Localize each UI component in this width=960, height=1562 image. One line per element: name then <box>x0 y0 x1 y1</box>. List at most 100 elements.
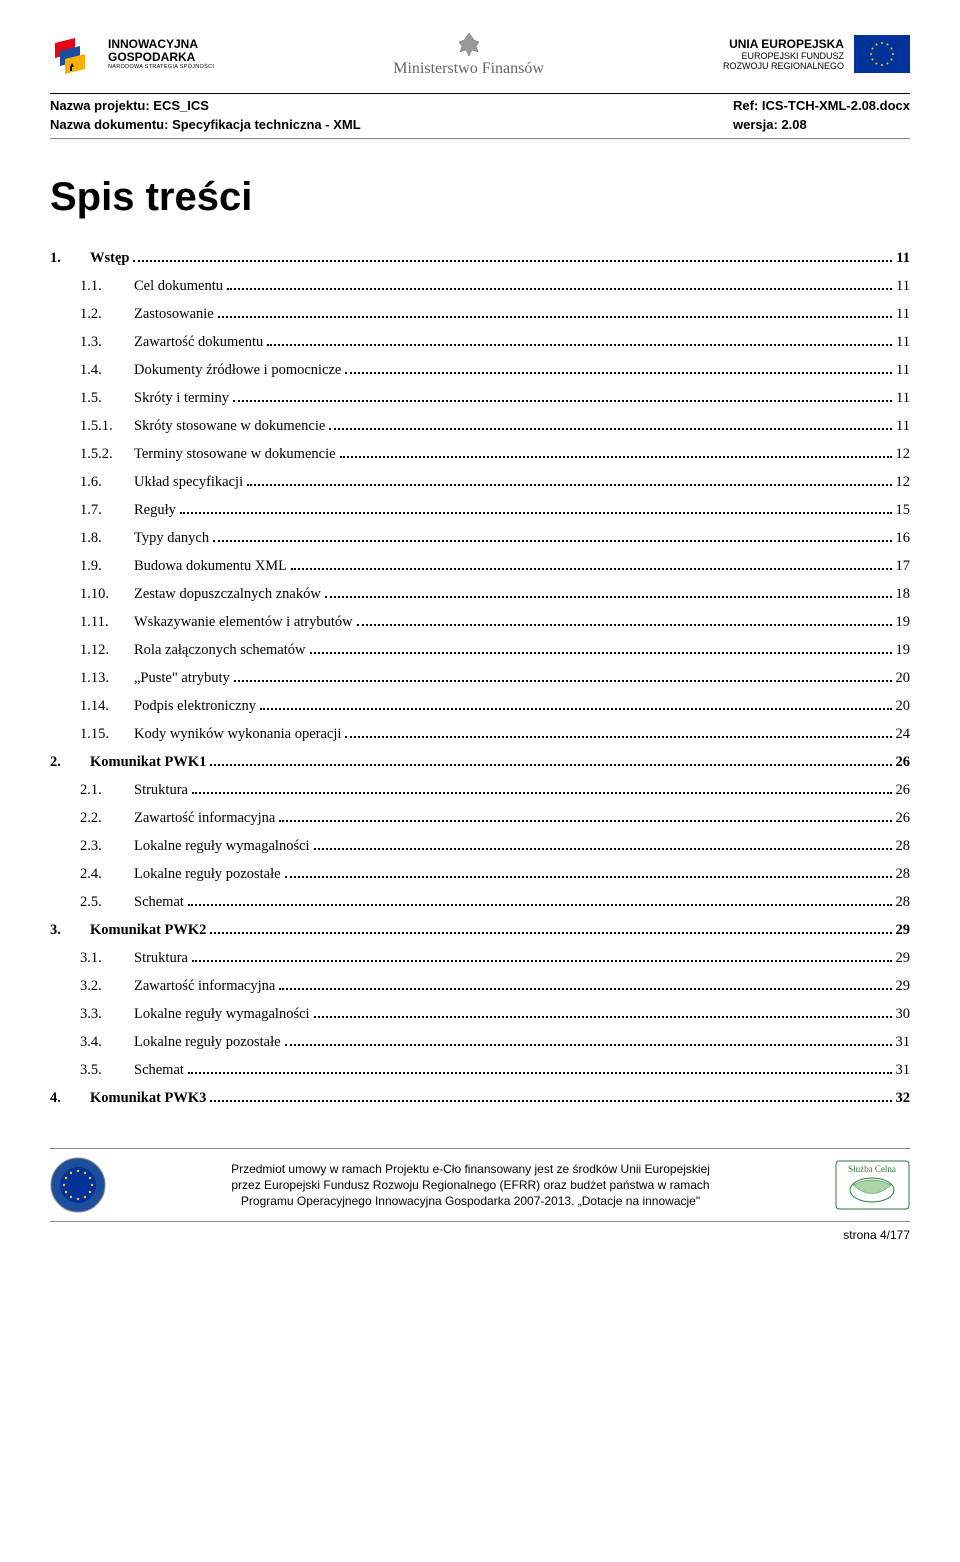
toc-entry-label: Struktura <box>134 950 188 967</box>
toc-dots <box>267 344 892 346</box>
toc-entry-label: Komunikat PWK1 <box>90 754 206 771</box>
toc-dots <box>285 876 892 878</box>
toc-dots <box>213 540 891 542</box>
toc-entry-page: 20 <box>896 698 911 715</box>
toc-entry-number: 1.15. <box>80 726 120 743</box>
toc-entry: 2.4. Lokalne reguły pozostałe 28 <box>50 866 910 883</box>
toc-entry-page: 12 <box>896 446 911 463</box>
toc-entry-number: 1. <box>50 250 76 267</box>
toc-entry-label: Schemat <box>134 1062 184 1079</box>
toc-container: 1.Wstęp 111.1.Cel dokumentu 111.2.Zastos… <box>50 250 910 1138</box>
toc-dots <box>345 372 892 374</box>
toc-entry-label: Cel dokumentu <box>134 278 223 295</box>
toc-entry: 2.2.Zawartość informacyjna 26 <box>50 810 910 827</box>
toc-entry-number: 3.5. <box>80 1062 120 1079</box>
toc-entry-label: Struktura <box>134 782 188 799</box>
toc-dots <box>210 932 891 934</box>
toc-entry-page: 15 <box>896 502 911 519</box>
toc-dots <box>218 316 892 318</box>
document-page: INNOWACYJNA GOSPODARKA NARODOWA STRATEGI… <box>0 0 960 1268</box>
toc-entry-page: 19 <box>896 642 911 659</box>
toc-entry-page: 19 <box>896 614 911 631</box>
toc-dots <box>279 988 891 990</box>
toc-entry-page: 20 <box>896 670 911 687</box>
toc-entry: 1.15.Kody wyników wykonania operacji 24 <box>50 726 910 743</box>
toc-entry: 1.12. Rola załączonych schematów 19 <box>50 642 910 659</box>
toc-entry: 1.13.„Puste" atrybuty 20 <box>50 670 910 687</box>
toc-entry: 2.1.Struktura 26 <box>50 782 910 799</box>
toc-entry-label: Komunikat PWK3 <box>90 1090 206 1107</box>
toc-dots <box>314 1016 892 1018</box>
toc-dots <box>188 904 892 906</box>
toc-entry: 1.8.Typy danych 16 <box>50 530 910 547</box>
toc-entry-number: 1.1. <box>80 278 120 295</box>
toc-entry-label: Zastosowanie <box>134 306 214 323</box>
toc-entry-label: Terminy stosowane w dokumencie <box>134 446 336 463</box>
toc-entry-number: 1.4. <box>80 362 120 379</box>
toc-entry-number: 1.5.1. <box>80 418 120 435</box>
toc-entry-number: 1.8. <box>80 530 120 547</box>
toc-dots <box>233 400 892 402</box>
toc-entry: 1.4.Dokumenty źródłowe i pomocnicze 11 <box>50 362 910 379</box>
toc-entry-number: 1.5. <box>80 390 120 407</box>
footer-line2: przez Europejski Fundusz Rozwoju Regiona… <box>231 1178 709 1192</box>
header-logos: INNOWACYJNA GOSPODARKA NARODOWA STRATEGI… <box>50 20 910 93</box>
toc-entry-label: Rola załączonych schematów <box>134 642 306 659</box>
eu-logo-sub2: ROZWOJU REGIONALNEGO <box>723 61 844 71</box>
toc-entry-label: Kody wyników wykonania operacji <box>134 726 341 743</box>
footer-line3: Programu Operacyjnego Innowacyjna Gospod… <box>241 1194 700 1208</box>
ref-label: Ref: ICS-TCH-XML-2.08.docx <box>733 98 910 113</box>
toc-entry-page: 28 <box>896 866 911 883</box>
toc-dots <box>227 288 892 290</box>
toc-entry-page: 31 <box>896 1034 911 1051</box>
toc-entry-page: 26 <box>896 754 911 771</box>
toc-entry: 3.2.Zawartość informacyjna 29 <box>50 978 910 995</box>
toc-entry-page: 28 <box>896 838 911 855</box>
toc-entry-label: Lokalne reguły pozostałe <box>134 866 281 883</box>
toc-entry: 4.Komunikat PWK3 32 <box>50 1090 910 1107</box>
toc-entry-number: 3.2. <box>80 978 120 995</box>
toc-entry-number: 2.1. <box>80 782 120 799</box>
footer-section: Przedmiot umowy w ramach Projektu e-Cło … <box>50 1148 910 1248</box>
toc-entry-number: 2.2. <box>80 810 120 827</box>
toc-entry: 2.3.Lokalne reguły wymagalności 28 <box>50 838 910 855</box>
toc-entry-number: 1.3. <box>80 334 120 351</box>
toc-entry-page: 29 <box>896 978 911 995</box>
toc-entry-number: 1.10. <box>80 586 120 603</box>
logo-ministerstwo: Ministerstwo Finansów <box>393 30 544 78</box>
toc-entry: 1.2.Zastosowanie 11 <box>50 306 910 323</box>
toc-entry-label: Zawartość informacyjna <box>134 810 275 827</box>
footer-eu-badge-icon <box>50 1157 106 1213</box>
version-label: wersja: 2.08 <box>733 117 910 132</box>
ig-logo-line2: GOSPODARKA <box>108 51 214 64</box>
toc-entry-number: 2.4. <box>80 866 120 883</box>
toc-entry-number: 1.12. <box>80 642 120 659</box>
toc-entry-number: 1.6. <box>80 474 120 491</box>
toc-entry-number: 1.9. <box>80 558 120 575</box>
toc-entry: 1.7.Reguły 15 <box>50 502 910 519</box>
toc-entry-page: 12 <box>896 474 911 491</box>
toc-entry: 1.5.Skróty i terminy 11 <box>50 390 910 407</box>
toc-entry-page: 18 <box>896 586 911 603</box>
sluzba-celna-label: Służba Celna <box>848 1164 896 1174</box>
toc-entry-page: 11 <box>896 278 910 295</box>
toc-entry-page: 11 <box>896 390 910 407</box>
toc-entry-label: „Puste" atrybuty <box>134 670 230 687</box>
toc-dots <box>133 260 892 262</box>
toc-dots <box>192 960 892 962</box>
toc-entry: 1.3.Zawartość dokumentu 11 <box>50 334 910 351</box>
toc-entry: 1.10. Zestaw dopuszczalnych znaków 18 <box>50 586 910 603</box>
toc-dots <box>279 820 891 822</box>
toc-entry-label: Zestaw dopuszczalnych znaków <box>134 586 321 603</box>
toc-entry-number: 2.3. <box>80 838 120 855</box>
footer-line1: Przedmiot umowy w ramach Projektu e-Cło … <box>231 1162 710 1176</box>
toc-entry: 1.5.1.Skróty stosowane w dokumencie 11 <box>50 418 910 435</box>
toc-entry-label: Zawartość dokumentu <box>134 334 263 351</box>
footer-text: Przedmiot umowy w ramach Projektu e-Cło … <box>106 1161 835 1210</box>
toc-entry-label: Wskazywanie elementów i atrybutów <box>134 614 353 631</box>
toc-dots <box>310 652 892 654</box>
eagle-icon <box>454 30 484 60</box>
toc-dots <box>210 1100 891 1102</box>
toc-entry-label: Układ specyfikacji <box>134 474 243 491</box>
toc-entry-page: 11 <box>896 250 910 267</box>
